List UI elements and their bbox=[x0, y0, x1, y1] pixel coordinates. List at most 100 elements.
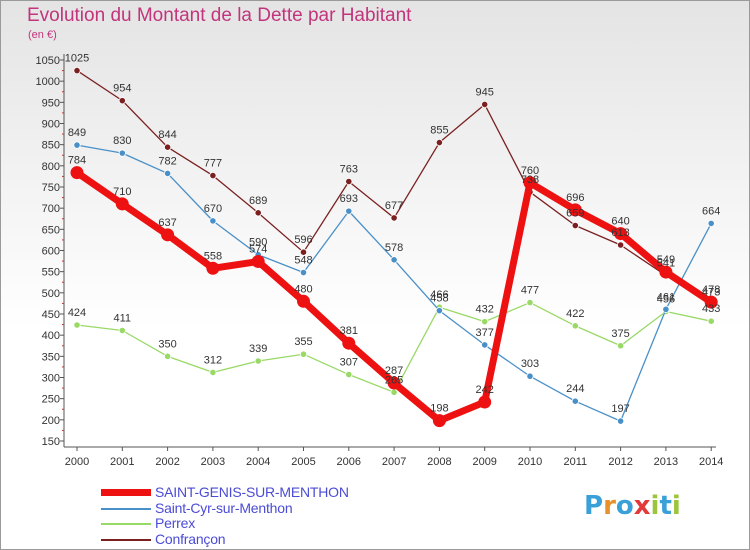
data-label-saint-genis-sur-menthon: 198 bbox=[430, 403, 448, 415]
series-line-confrancon bbox=[76, 69, 712, 305]
data-point-confrancon bbox=[209, 171, 217, 180]
logo-letter: r bbox=[603, 491, 616, 521]
data-point-perrex bbox=[390, 388, 398, 396]
data-label-perrex: 432 bbox=[476, 304, 494, 316]
legend-label: Saint-Cyr-sur-Menthon bbox=[155, 499, 293, 516]
data-label-perrex: 375 bbox=[611, 328, 629, 340]
y-tick-label: 550 bbox=[42, 267, 60, 279]
data-point-saint-cyr-sur-menthon bbox=[526, 372, 534, 380]
data-point-saint-genis-sur-menthon bbox=[70, 166, 84, 180]
data-point-saint-genis-sur-menthon bbox=[251, 255, 265, 269]
data-point-saint-genis-sur-menthon bbox=[161, 228, 175, 242]
logo-letter: x bbox=[633, 491, 651, 521]
data-label-perrex: 265 bbox=[385, 374, 403, 386]
data-label-saint-cyr-sur-menthon: 548 bbox=[294, 255, 312, 267]
x-tick-label: 2004 bbox=[246, 456, 270, 468]
data-point-perrex bbox=[118, 326, 126, 335]
data-point-saint-genis-sur-menthon bbox=[659, 265, 673, 279]
x-tick-label: 2003 bbox=[201, 456, 225, 468]
data-label-confrancon: 689 bbox=[249, 195, 267, 207]
data-point-confrancon bbox=[299, 248, 308, 256]
data-label-confrancon: 596 bbox=[294, 234, 312, 246]
x-tick-label: 2010 bbox=[518, 456, 542, 468]
x-tick-label: 2002 bbox=[155, 456, 179, 468]
y-tick-label: 300 bbox=[42, 373, 60, 385]
x-tick-label: 2014 bbox=[699, 456, 723, 468]
data-label-confrancon: 738 bbox=[521, 174, 539, 186]
chart-unit: (en €) bbox=[28, 29, 57, 41]
legend-swatch bbox=[101, 523, 151, 525]
data-label-saint-genis-sur-menthon: 784 bbox=[68, 155, 86, 167]
data-point-saint-genis-sur-menthon bbox=[478, 395, 492, 409]
data-point-saint-genis-sur-menthon bbox=[297, 294, 310, 308]
data-point-saint-genis-sur-menthon bbox=[568, 203, 582, 217]
data-label-saint-genis-sur-menthon: 381 bbox=[340, 325, 358, 337]
data-label-saint-genis-sur-menthon: 710 bbox=[113, 186, 131, 198]
y-tick-label: 850 bbox=[42, 140, 60, 152]
data-point-confrancon bbox=[616, 241, 625, 249]
data-label-confrancon: 659 bbox=[566, 208, 584, 220]
y-tick-label: 1000 bbox=[36, 76, 60, 88]
data-point-perrex bbox=[209, 368, 217, 377]
data-label-saint-cyr-sur-menthon: 693 bbox=[340, 193, 358, 205]
y-tick-label: 250 bbox=[42, 394, 60, 406]
data-label-saint-cyr-sur-menthon: 849 bbox=[68, 127, 86, 139]
y-tick-label: 800 bbox=[42, 161, 60, 173]
x-tick-label: 2011 bbox=[563, 456, 587, 468]
data-point-perrex bbox=[571, 322, 579, 330]
data-point-confrancon bbox=[390, 214, 398, 222]
data-label-saint-cyr-sur-menthon: 303 bbox=[521, 358, 539, 370]
data-label-confrancon: 473 bbox=[702, 286, 720, 298]
data-label-saint-genis-sur-menthon: 287 bbox=[385, 365, 403, 377]
chart-title: Evolution du Montant de la Dette par Hab… bbox=[27, 5, 412, 26]
data-point-confrancon bbox=[164, 143, 172, 151]
data-label-saint-cyr-sur-menthon: 377 bbox=[476, 327, 494, 339]
data-point-confrancon bbox=[481, 100, 489, 109]
data-label-saint-cyr-sur-menthon: 782 bbox=[158, 155, 176, 167]
data-label-confrancon: 613 bbox=[611, 227, 629, 239]
data-label-perrex: 355 bbox=[294, 336, 312, 348]
data-point-perrex bbox=[73, 321, 81, 329]
data-point-perrex bbox=[164, 352, 172, 360]
y-tick-label: 900 bbox=[42, 119, 60, 131]
x-tick-label: 2006 bbox=[337, 456, 361, 468]
data-label-confrancon: 954 bbox=[113, 83, 131, 95]
data-label-saint-genis-sur-menthon: 696 bbox=[566, 192, 584, 204]
data-point-perrex bbox=[526, 298, 534, 307]
data-label-saint-genis-sur-menthon: 549 bbox=[657, 254, 675, 266]
data-label-saint-cyr-sur-menthon: 197 bbox=[611, 403, 629, 415]
data-label-confrancon: 945 bbox=[476, 86, 494, 98]
data-point-saint-cyr-sur-menthon bbox=[616, 417, 625, 425]
legend-swatch bbox=[101, 489, 151, 496]
data-point-saint-cyr-sur-menthon bbox=[73, 141, 81, 149]
data-label-perrex: 422 bbox=[566, 308, 584, 320]
data-label-saint-cyr-sur-menthon: 244 bbox=[566, 383, 584, 395]
y-tick-label: 950 bbox=[42, 97, 60, 109]
data-label-saint-genis-sur-menthon: 478 bbox=[702, 284, 720, 296]
data-point-saint-cyr-sur-menthon bbox=[481, 341, 489, 349]
logo-letter: i bbox=[671, 491, 681, 521]
x-tick-label: 2013 bbox=[654, 456, 678, 468]
data-label-perrex: 433 bbox=[702, 303, 720, 315]
x-tick-label: 2005 bbox=[291, 456, 315, 468]
y-tick-label: 600 bbox=[42, 246, 60, 258]
data-point-saint-cyr-sur-menthon bbox=[435, 307, 443, 315]
data-point-saint-cyr-sur-menthon bbox=[118, 149, 126, 157]
data-point-saint-cyr-sur-menthon bbox=[209, 217, 217, 225]
data-point-confrancon bbox=[73, 66, 81, 75]
data-label-perrex: 456 bbox=[657, 293, 675, 305]
data-point-saint-cyr-sur-menthon bbox=[299, 268, 308, 277]
data-point-perrex bbox=[707, 317, 715, 325]
data-point-saint-genis-sur-menthon bbox=[206, 261, 220, 275]
data-label-perrex: 350 bbox=[158, 338, 176, 350]
data-label-saint-genis-sur-menthon: 480 bbox=[294, 283, 312, 295]
data-point-perrex bbox=[345, 370, 353, 379]
x-tick-label: 2007 bbox=[382, 456, 406, 468]
data-label-confrancon: 844 bbox=[158, 129, 176, 141]
x-tick-label: 2009 bbox=[472, 456, 496, 468]
logo-letter: t bbox=[659, 491, 672, 521]
data-label-confrancon: 777 bbox=[204, 158, 222, 170]
data-label-confrancon: 677 bbox=[385, 200, 403, 212]
data-label-perrex: 477 bbox=[521, 285, 539, 297]
